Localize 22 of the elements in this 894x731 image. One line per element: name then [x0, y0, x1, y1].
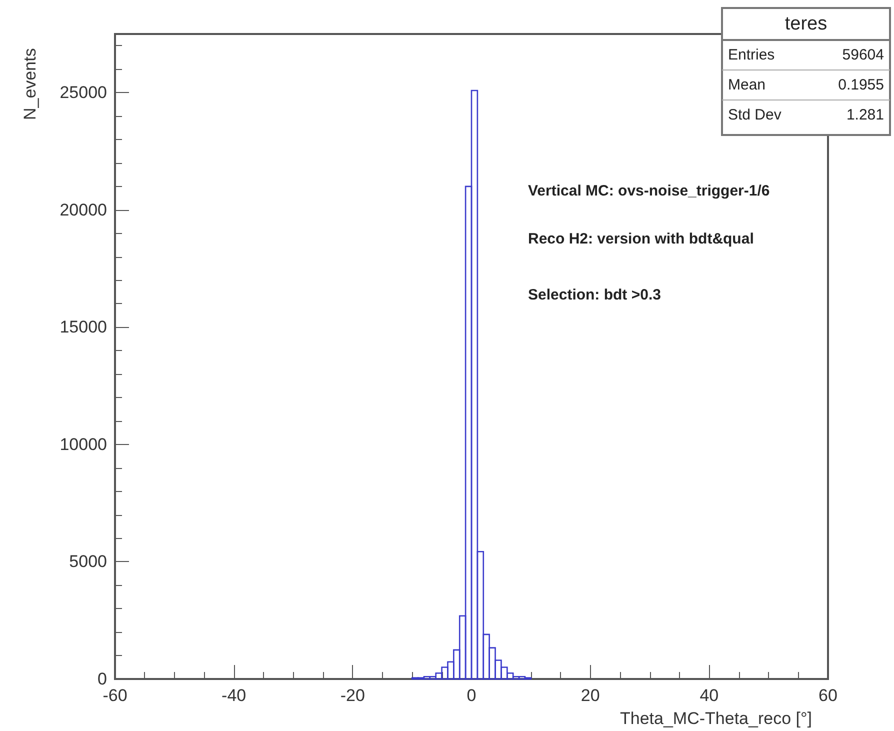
x-tick-label: -20	[340, 686, 365, 705]
text: Mean 0.1955	[728, 76, 884, 94]
text: Std Dev 1.281	[728, 106, 884, 124]
y-tick-label: 10000	[60, 434, 107, 454]
x-tick-label: 60	[818, 686, 838, 705]
text: Entries 59604	[728, 46, 884, 64]
x-tick-label: -60	[102, 686, 128, 705]
annotation: Selection: bdt >0.3	[528, 286, 661, 304]
y-axis-title: N_events	[20, 48, 40, 120]
annotation: teres	[784, 14, 828, 34]
y-tick-label: 20000	[60, 200, 107, 220]
y-tick-label: 15000	[60, 318, 107, 337]
y-tick-label: 5000	[69, 552, 107, 572]
x-axis-title: Theta_MC-Theta_reco [°]	[620, 709, 812, 728]
annotation: Vertical MC: ovs-noise_trigger-1/6	[528, 182, 770, 200]
x-tick-label: 20	[580, 686, 600, 705]
annotation: Reco H2: version with bdt&qual	[528, 230, 754, 248]
y-tick-label: 25000	[60, 83, 107, 102]
x-tick-label: -40	[222, 686, 246, 705]
y-tick-label: 0	[98, 670, 107, 688]
x-tick-label: 40	[700, 686, 719, 705]
x-tick-label: 0	[466, 686, 476, 705]
